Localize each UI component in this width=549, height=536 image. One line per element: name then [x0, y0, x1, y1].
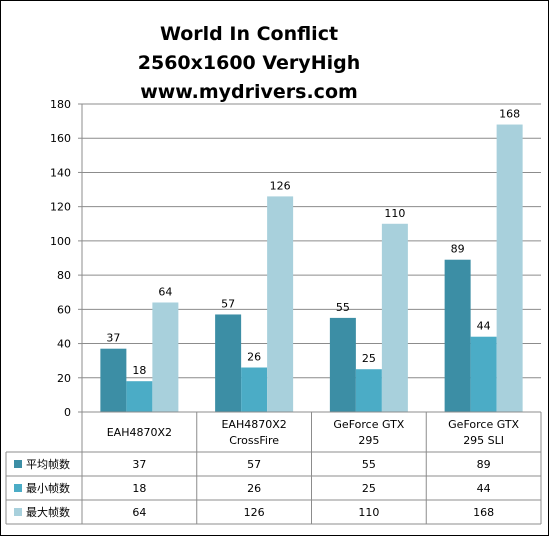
y-tick-label: 0	[64, 406, 71, 419]
table-cell-value: 110	[358, 506, 379, 519]
bar	[126, 381, 153, 412]
x-category-label: EAH4870X2	[107, 426, 172, 439]
y-tick-label: 80	[57, 269, 71, 282]
y-tick-label: 140	[50, 166, 71, 179]
bar	[100, 348, 127, 412]
table-cell-value: 168	[473, 506, 494, 519]
bar	[241, 367, 268, 412]
bar	[329, 317, 356, 412]
table-cell-value: 26	[247, 482, 261, 495]
y-tick-label: 120	[50, 201, 71, 214]
chart-title-line-3: www.mydrivers.com	[140, 81, 358, 103]
y-tick-label: 40	[57, 338, 71, 351]
chart-title-line-1: World In Conflict	[160, 23, 338, 45]
data-label: 64	[158, 285, 172, 298]
data-label: 55	[336, 301, 350, 314]
bar	[355, 369, 382, 412]
bar	[444, 259, 471, 412]
table-cell-value: 44	[477, 482, 491, 495]
table-cell-value: 89	[477, 458, 491, 471]
y-tick-label: 160	[50, 132, 71, 145]
x-category-label: CrossFire	[229, 434, 279, 447]
y-tick-label: 60	[57, 303, 71, 316]
data-label: 37	[106, 332, 120, 345]
bar	[152, 302, 179, 412]
y-tick-label: 180	[50, 98, 71, 111]
legend-key	[14, 484, 22, 492]
table-cell-value: 126	[244, 506, 265, 519]
data-label: 89	[451, 243, 465, 256]
y-axis-ticks: 0 20 40 60 80 100 120 140 160 180	[50, 98, 82, 419]
table-cell-value: 18	[132, 482, 146, 495]
x-category-label: EAH4870X2	[221, 418, 286, 431]
data-label: 57	[221, 297, 235, 310]
data-label: 168	[499, 108, 520, 121]
legend-key	[14, 460, 22, 468]
x-category-label: GeForce GTX	[333, 418, 404, 431]
table-cell-value: 37	[132, 458, 146, 471]
data-label: 26	[247, 351, 261, 364]
table-cell-value: 64	[132, 506, 146, 519]
data-table: EAH4870X2 EAH4870X2 CrossFire GeForce GTX 29…	[5, 412, 542, 525]
bar	[215, 314, 242, 412]
table-cell-value: 55	[362, 458, 376, 471]
data-label: 126	[270, 179, 291, 192]
chart-title-line-2: 2560x1600 VeryHigh	[138, 52, 360, 74]
bars	[100, 124, 523, 413]
chart-title: World In Conflict 2560x1600 VeryHigh www…	[138, 23, 360, 103]
bar	[496, 124, 523, 413]
bar	[267, 196, 294, 412]
data-label: 18	[132, 364, 146, 377]
legend-key	[14, 508, 22, 516]
legend-series-name: 最小帧数	[26, 481, 70, 495]
legend-series-name: 平均帧数	[26, 457, 70, 471]
y-tick-label: 20	[57, 372, 71, 385]
bar	[381, 223, 408, 412]
bar	[470, 336, 497, 412]
legend-series-name: 最大帧数	[26, 505, 70, 519]
x-category-label: 295 SLI	[463, 434, 504, 447]
x-category-label: GeForce GTX	[448, 418, 519, 431]
data-labels: 37 18 64 57 26 126 55 25 110 89 44 168	[106, 108, 520, 378]
table-cell-value: 57	[247, 458, 261, 471]
data-label: 25	[362, 352, 376, 365]
data-label: 44	[477, 320, 491, 333]
y-tick-label: 100	[50, 235, 71, 248]
x-category-label: 295	[358, 434, 379, 447]
table-cell-value: 25	[362, 482, 376, 495]
data-label: 110	[384, 207, 405, 220]
